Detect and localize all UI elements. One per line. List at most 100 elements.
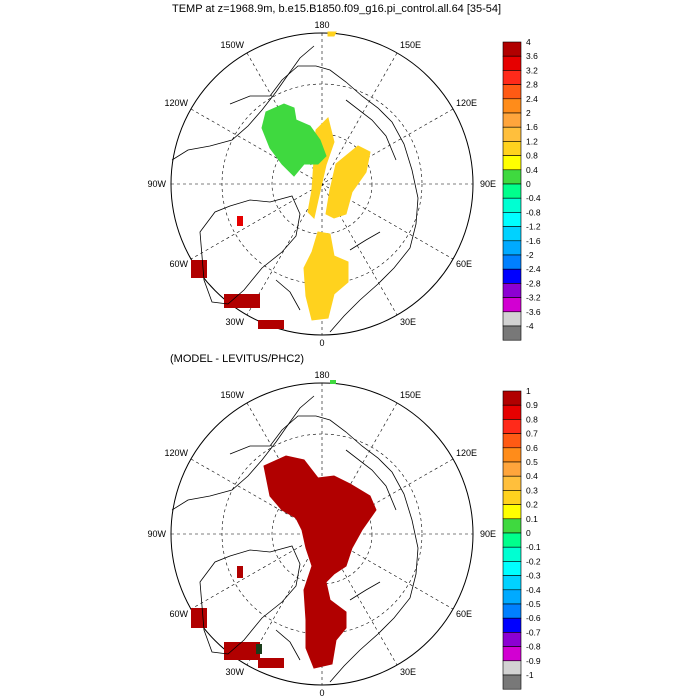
bottom-label-120e: 120E: [456, 448, 477, 458]
top-label-150w: 150W: [220, 40, 244, 50]
bottom-label-180: 180: [314, 370, 329, 380]
bottom-small-green-patch: [330, 380, 336, 384]
bottom-colorbar-swatch: [502, 660, 522, 676]
top-label-0: 0: [319, 338, 324, 348]
top-colorbar-label: 1.6: [526, 122, 538, 132]
bottom-colorbar-swatch: [502, 490, 522, 505]
bottom-colorbar-label: 0.8: [526, 414, 538, 424]
top-colorbar-swatch: [502, 183, 522, 199]
bottom-colorbar-swatch: [502, 532, 522, 548]
top-colorbar-swatch: [502, 212, 522, 227]
top-colorbar-label: -1.6: [526, 236, 541, 246]
bottom-colorbar-label: -0.6: [526, 613, 541, 623]
top-map-title: TEMP at z=1968.9m, b.e15.B1850.f09_g16.p…: [172, 3, 502, 15]
bottom-colorbar-swatch: [502, 632, 522, 647]
bottom-label-150w: 150W: [220, 390, 244, 400]
top-colorbar-label: 0.4: [526, 165, 538, 175]
bottom-label-30w: 30W: [225, 667, 244, 677]
top-colorbar-label: -0.8: [526, 207, 541, 217]
bottom-colorbar-swatch: [502, 504, 522, 520]
bottom-longitude-labels: 180 0 90W 90E 150W 120W 60W 30W 150E 120…: [147, 370, 496, 698]
top-red-patch-3: [258, 320, 284, 329]
bottom-colorbar-label: -0.5: [526, 599, 541, 609]
bottom-patch-5: [237, 566, 243, 578]
bottom-colorbar-label: -0.1: [526, 542, 541, 552]
top-label-180: 180: [314, 20, 329, 30]
top-colorbar-swatch: [502, 197, 522, 213]
top-colorbar-swatch: [502, 297, 522, 313]
bottom-colorbar-label: 0: [526, 528, 531, 538]
top-warm-anomaly-region-atlantic: [303, 231, 349, 321]
top-colorbar-swatch: [502, 70, 522, 85]
bottom-colorbar-swatch: [502, 561, 522, 576]
top-colorbar-swatch: [502, 268, 522, 284]
top-label-120e: 120E: [456, 98, 477, 108]
bottom-colorbar-swatch: [502, 475, 522, 491]
bottom-patch-2: [224, 642, 260, 660]
bottom-colorbar-label: 0.6: [526, 443, 538, 453]
bottom-colorbar-label: 0.4: [526, 471, 538, 481]
top-colorbar-swatch: [502, 325, 522, 341]
top-colorbar-label: 2.8: [526, 80, 538, 90]
top-colorbar-swatch: [502, 240, 522, 256]
bottom-map-data-regions: [191, 380, 377, 669]
top-colorbar-swatch: [502, 41, 522, 57]
bottom-label-0: 0: [319, 688, 324, 698]
bottom-patch-4: [258, 658, 284, 668]
bottom-colorbar-swatch: [502, 575, 522, 591]
bottom-label-90w: 90W: [147, 529, 166, 539]
top-colorbar-swatch: [502, 311, 522, 327]
bottom-colorbar-swatch: [502, 646, 522, 662]
bottom-colorbar-label: -0.3: [526, 571, 541, 581]
bottom-colorbar-label: -0.9: [526, 656, 541, 666]
top-colorbar-label: 3.2: [526, 65, 538, 75]
top-colorbar-swatch: [502, 141, 522, 156]
bottom-patch-3: [256, 644, 262, 654]
bottom-map-coastlines: [171, 395, 419, 683]
bottom-colorbar-swatch: [502, 404, 522, 420]
bottom-colorbar-label: -1: [526, 670, 534, 680]
top-label-90w: 90W: [147, 179, 166, 189]
top-colorbar-label: 0: [526, 179, 531, 189]
bottom-colorbar-label: 0.3: [526, 485, 538, 495]
bottom-map-title: (MODEL - LEVITUS/PHC2): [170, 353, 305, 365]
top-label-30w: 30W: [225, 317, 244, 327]
top-colorbar-label: -2.4: [526, 264, 541, 274]
top-colorbar-swatch: [502, 283, 522, 298]
top-warm-anomaly-region-primary: [307, 117, 335, 219]
bottom-polar-map: 180 0 90W 90E 150W 120W 60W 30W 150E 120…: [147, 370, 496, 698]
bottom-colorbar-label: -0.8: [526, 642, 541, 652]
top-colorbar-label: 2: [526, 108, 531, 118]
bottom-label-90e: 90E: [480, 529, 496, 539]
top-red-patch-2: [224, 294, 260, 308]
bottom-colorbar-label: 0.2: [526, 500, 538, 510]
top-colorbar-label: 4: [526, 37, 531, 47]
top-label-90e: 90E: [480, 179, 496, 189]
top-warm-anomaly-region-secondary: [325, 145, 371, 219]
top-colorbar-label: -4: [526, 321, 534, 331]
top-colorbar-swatch: [502, 126, 522, 142]
bottom-colorbar-label: -0.4: [526, 585, 541, 595]
bottom-colorbar-swatch: [502, 447, 522, 463]
top-cool-anomaly-region: [261, 103, 327, 177]
top-polar-map: 180 0 90W 90E 150W 120W 60W 30W 150E 120…: [147, 20, 496, 348]
bottom-colorbar-swatch: [502, 546, 522, 562]
bottom-colorbar-swatch: [502, 419, 522, 434]
top-colorbar-swatch: [502, 55, 522, 71]
bottom-patch-1: [191, 608, 207, 628]
bottom-colorbar-swatch: [502, 589, 522, 605]
top-colorbar: 4 3.6 3.2 2.8 2.4 2 1.6 1.2 0.8 0.4 0 -0.4 -0.8 -1.2 -…: [502, 37, 541, 341]
top-colorbar-label: -3.2: [526, 293, 541, 303]
top-colorbar-label: -1.2: [526, 222, 541, 232]
bottom-label-150e: 150E: [400, 390, 421, 400]
top-label-60e: 60E: [456, 259, 472, 269]
top-red-patch-4: [237, 216, 243, 226]
top-label-150e: 150E: [400, 40, 421, 50]
bottom-colorbar: 1 0.9 0.8 0.7 0.6 0.5 0.4 0.3 0.2 0.1 0 -0.1 -0.2 -0.…: [502, 386, 541, 690]
top-map-coastlines: [171, 45, 419, 333]
bottom-label-60e: 60E: [456, 609, 472, 619]
top-colorbar-label: -0.4: [526, 193, 541, 203]
top-colorbar-swatch: [502, 254, 522, 270]
top-colorbar-label: -2: [526, 250, 534, 260]
